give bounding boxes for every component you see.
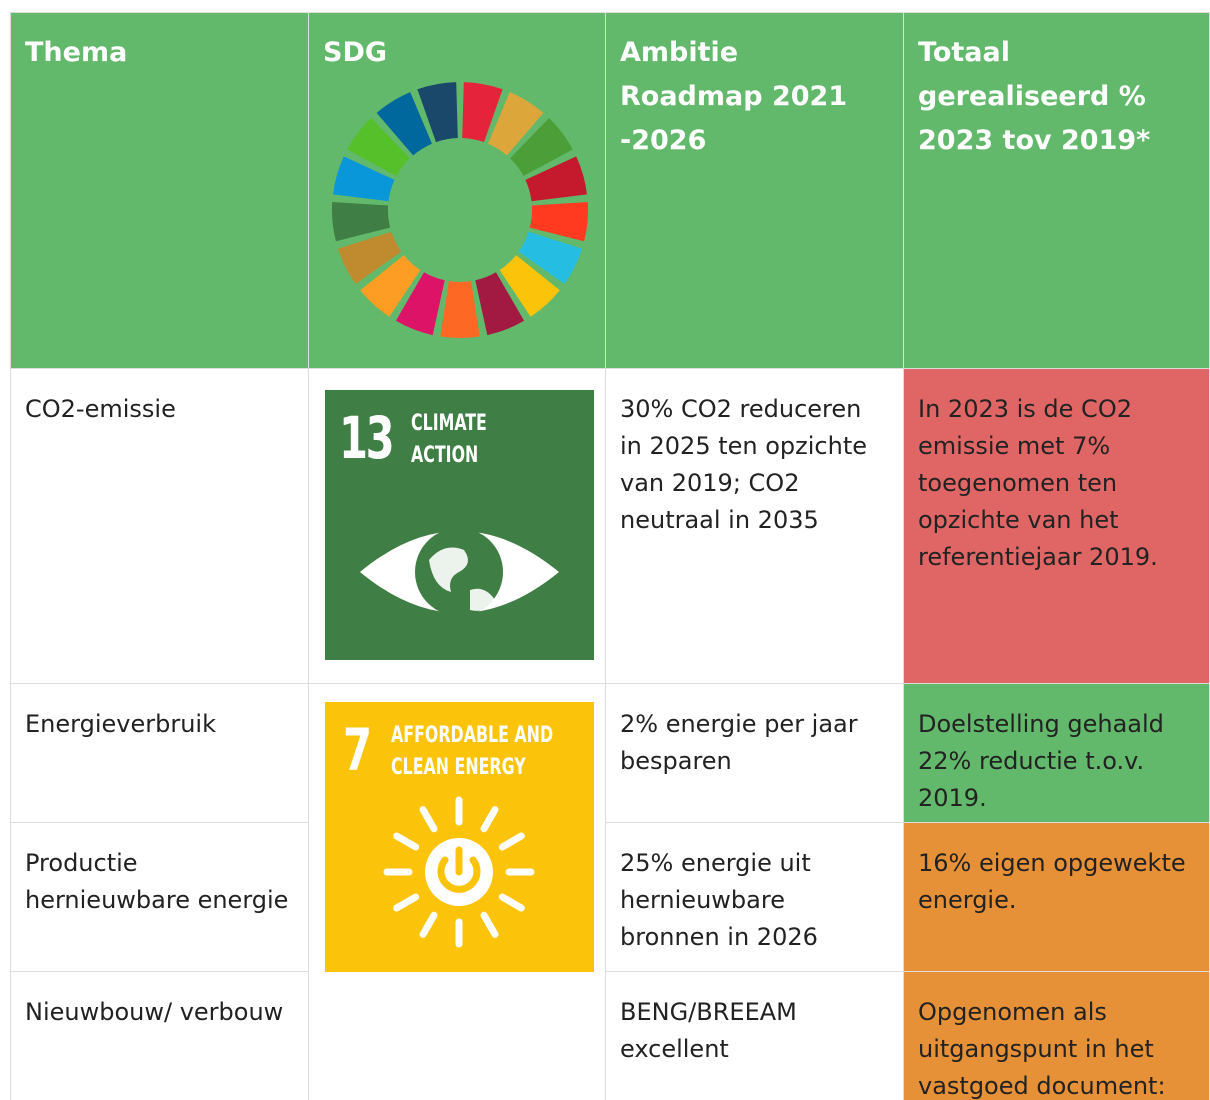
wheel-segment [525,156,587,202]
sun-ray [419,911,438,938]
cell: Energieverbruik [10,683,309,823]
cell: Doelstelling gehaald 22% reductie t.o.v.… [903,683,1210,823]
eye-icon [360,528,559,616]
wheel-segment [475,272,525,336]
wheel-segment [333,156,395,202]
sdg-icon-13: 13 CLIMATE ACTION [325,390,594,660]
cell: Nieuwbouw/ verbouw [10,971,309,1100]
sun-ray [480,806,499,833]
label-line: AFFORDABLE AND [391,723,554,748]
wheel-segment [529,202,589,242]
sun-ray [498,832,525,851]
header-cell: Thema [10,12,309,369]
cell: 2% energie per jaar besparen [605,683,904,823]
wheel-segment [462,82,503,143]
cell: 30% CO2 reduceren in 2025 ten opzichte v… [605,368,904,684]
cell: CO2-emissie [10,368,309,684]
label-line: CLIMATE [411,411,487,436]
label-line: CLEAN ENERGY [391,755,526,780]
wheel-segment [395,272,445,336]
label-line: ACTION [411,443,479,468]
cell: Opgenomen als uitgangspunt in het vastgo… [903,971,1210,1100]
wheel-segment [360,255,421,317]
icon-label: AFFORDABLE AND CLEAN ENERGY [391,720,553,784]
sun-icon [383,796,535,948]
header-text: SDG [323,37,388,68]
wheel-segment [417,82,458,143]
sun-ray [393,832,420,851]
cell: Productie hernieuwbare energie [10,822,309,972]
wheel-segment [510,118,573,176]
sun-ray [419,806,438,833]
wheel-segment [376,92,432,156]
wheel-segment [347,118,410,176]
cell: In 2023 is de CO2 emissie met 7% toegeno… [903,368,1210,684]
sun-ray [480,911,499,938]
icon-number: 7 [343,716,372,784]
cell: 16% eigen opgewekte energie. [903,822,1210,972]
wheel-segment [518,231,582,284]
wheel-segment [338,231,402,284]
cell: 25% energie uit hernieuwbare bronnen in … [605,822,904,972]
cell: BENG/BREEAM excellent [605,971,904,1100]
sdg-icon-7: 7 AFFORDABLE AND CLEAN ENERGY [325,702,594,972]
header-cell: Totaal gerealiseerd % 2023 tov 2019* [903,12,1210,369]
wheel-segment [499,255,560,317]
wheel-segment [440,281,480,339]
wheel-segment [331,202,391,242]
sdg-wheel [331,82,589,339]
icon-label: CLIMATE ACTION [411,408,487,472]
header-cell: Ambitie Roadmap 2021 -2026 [605,12,904,369]
icon-number: 13 [339,404,395,472]
sun-ray [393,893,420,912]
sun-ray [498,893,525,912]
wheel-segment [488,92,544,156]
